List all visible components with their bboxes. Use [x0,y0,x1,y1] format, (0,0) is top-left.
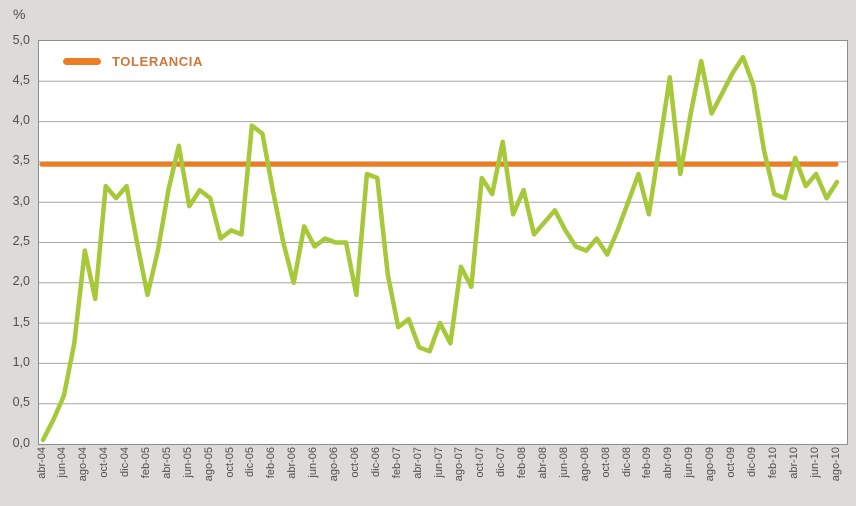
x-tick-label: oct-04 [98,447,111,478]
x-tick-label: ago-08 [578,447,591,482]
x-tick-label: dic-08 [620,447,633,477]
x-tick-label: ago-05 [202,447,215,482]
x-tick-label: abr-05 [160,447,173,479]
y-tick-label: 3,5 [12,153,30,168]
y-tick-label: 1,0 [12,354,30,369]
x-tick-label: oct-05 [223,447,236,478]
x-tick-label: abr-08 [537,447,549,479]
x-tick-label: oct-06 [348,447,361,478]
x-tick-label: abr-04 [35,447,48,479]
plot-svg [39,54,847,443]
y-tick-label: 2,0 [12,274,30,289]
x-tick-label: feb-07 [390,447,403,479]
x-tick-label: jun-05 [181,447,194,478]
x-tick-label: ago-04 [77,447,90,482]
y-tick-label: 0,5 [12,395,30,410]
x-tick-label: abr-06 [286,447,299,479]
x-tick-label: ago-10 [829,447,842,482]
y-tick-label: 4,0 [12,113,30,128]
x-tick-label: jun-08 [557,447,570,478]
x-tick-label: feb-06 [265,447,278,479]
x-tick-label: abr-07 [411,447,424,479]
y-axis-labels: 5,0 4,5 4,0 3,5 3,0 2,5 2,0 1,5 1,0 0,5 0,0 [0,33,34,450]
x-tick-label: dic-07 [495,447,508,477]
x-tick-label: ago-06 [328,447,340,482]
y-tick-label: 3,0 [12,193,30,208]
y-axis-unit-label: % [13,6,26,22]
x-axis-labels: abr-04 jun-04 ago-04 oct-04 dic-04 feb-05 abr-… [35,447,848,505]
x-tick-label: abr-10 [787,447,800,479]
x-tick-label: jun-09 [683,447,696,478]
x-tick-label: oct-08 [599,447,612,478]
x-tick-label: jun-04 [56,447,69,478]
tolerance-legend-swatch [63,58,101,65]
x-tick-label: ago-07 [453,447,466,482]
y-tick-label: 1,5 [12,314,30,329]
x-tick-label: feb-08 [516,447,529,479]
x-tick-label: dic-04 [119,447,132,477]
x-tick-label: dic-06 [369,447,382,477]
y-tick-label: 2,5 [12,234,30,248]
y-tick-label: 4,5 [12,72,30,87]
y-tick-label: 0,0 [12,435,30,450]
x-tick-label: oct-09 [725,447,737,478]
x-tick-label: dic-05 [244,447,257,477]
x-tick-label: dic-09 [745,447,758,477]
x-tick-label: jun-07 [432,447,445,478]
plot-area: TOLERANCIA [38,40,848,445]
y-tick-label: 5,0 [12,32,30,47]
x-tick-label: feb-10 [766,447,779,479]
x-tick-label: jun-06 [307,447,320,478]
legend: TOLERANCIA [63,54,203,69]
x-tick-label: jun-10 [808,447,821,478]
x-tick-label: abr-09 [662,447,675,479]
x-tick-label: feb-09 [641,447,654,479]
x-tick-label: oct-07 [474,447,487,478]
series-line [40,54,840,443]
x-tick-label: feb-05 [140,447,152,479]
tolerance-legend-label: TOLERANCIA [112,54,203,69]
x-tick-label: ago-09 [704,447,717,482]
